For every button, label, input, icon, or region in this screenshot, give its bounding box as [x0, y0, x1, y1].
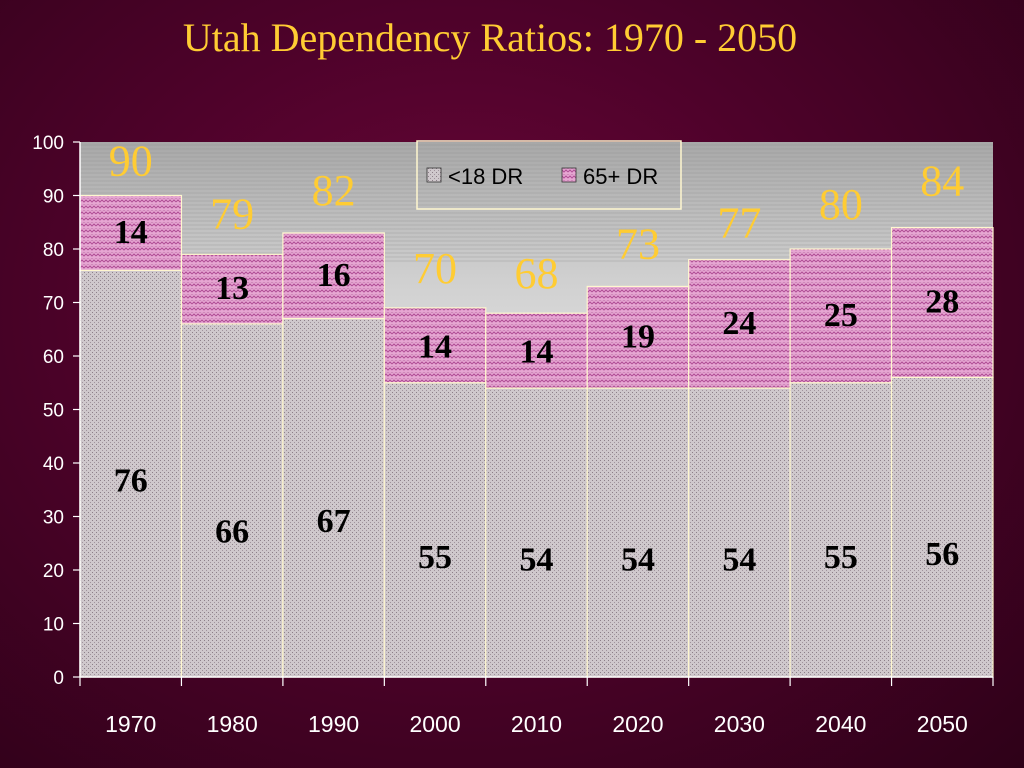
bar-under18-2010	[485, 387, 588, 678]
legend-label-over65: 65+ DR	[583, 164, 658, 189]
bar-over65-1980	[180, 253, 284, 325]
label-over65-2010: 14	[520, 334, 554, 371]
x-tick-label-2050: 2050	[917, 711, 968, 737]
bar-over65-1990	[282, 232, 385, 320]
total-label-2000: 70	[413, 244, 457, 293]
x-tick-label-2010: 2010	[511, 711, 562, 737]
total-label-1970: 90	[109, 137, 153, 186]
y-tick-label-50: 50	[43, 401, 64, 422]
y-tick-label-0: 0	[53, 668, 64, 689]
label-under18-2010: 54	[520, 542, 554, 579]
label-under18-2040: 55	[824, 539, 858, 576]
x-tick-label-1990: 1990	[308, 711, 359, 737]
total-label-2030: 77	[717, 199, 761, 248]
label-under18-2050: 56	[925, 536, 959, 573]
label-under18-1990: 67	[317, 503, 351, 540]
legend: <18 DR 65+ DR	[416, 140, 682, 210]
label-over65-2050: 28	[925, 284, 959, 321]
bar-under18-2050	[890, 376, 994, 678]
x-tick-label-1970: 1970	[105, 711, 156, 737]
legend-swatch-under18	[426, 167, 442, 183]
bar-under18-1980	[180, 323, 284, 678]
bar-over65-2030	[688, 259, 791, 389]
label-under18-2020: 54	[621, 542, 655, 579]
bar-over65-2050	[890, 227, 994, 379]
label-over65-2030: 24	[722, 305, 756, 342]
bar-over65-2010	[485, 312, 588, 389]
y-tick-label-10: 10	[43, 615, 64, 636]
legend-box	[416, 140, 682, 210]
total-labels-layer: 90 79 82 70 68 73 77 80 84	[109, 137, 965, 299]
label-under18-2030: 54	[722, 542, 756, 579]
x-tick-label-1980: 1980	[207, 711, 258, 737]
y-tick-label-40: 40	[43, 454, 64, 475]
bars-layer	[79, 194, 994, 678]
bar-under18-1990	[282, 317, 385, 678]
plot-area-stripes	[80, 142, 993, 262]
label-over65-2020: 19	[621, 318, 655, 355]
x-tick-label-2030: 2030	[714, 711, 765, 737]
total-label-2050: 84	[920, 157, 964, 206]
y-tick-label-80: 80	[43, 240, 64, 261]
x-tick-label-2040: 2040	[815, 711, 866, 737]
bar-under18-2020	[586, 387, 690, 678]
label-over65-1970: 14	[114, 214, 148, 251]
bar-over65-1970	[79, 194, 183, 272]
x-tick-label-2000: 2000	[409, 711, 460, 737]
x-tick-label-2020: 2020	[612, 711, 663, 737]
bar-under18-2040	[789, 382, 893, 678]
y-tick-label-20: 20	[43, 561, 64, 582]
label-over65-2000: 14	[418, 328, 452, 365]
segment-labels-layer: 76 14 66 13 67 16 55 14 54 14 54 19 54 24 55 25 56 28	[114, 214, 960, 579]
x-axis: 1970 1980 1990 2000 2010 2020 2030 2040 2050	[79, 677, 994, 737]
total-label-1980: 79	[210, 189, 254, 238]
y-tick-label-100: 100	[32, 133, 64, 154]
y-axis: 0 10 20 30 40 50 60 70 80 90 100	[32, 133, 80, 689]
total-label-2040: 80	[819, 180, 863, 229]
label-under18-1980: 66	[215, 513, 249, 550]
label-under18-1970: 76	[114, 463, 148, 500]
bar-over65-2040	[789, 248, 893, 384]
label-over65-1990: 16	[317, 257, 351, 294]
label-over65-1980: 13	[215, 270, 249, 307]
y-tick-label-60: 60	[43, 347, 64, 368]
bar-under18-2000	[383, 382, 487, 678]
legend-label-under18: <18 DR	[448, 164, 523, 189]
label-over65-2040: 25	[824, 297, 858, 334]
total-label-1990: 82	[312, 166, 356, 215]
total-label-2010: 68	[515, 249, 559, 298]
y-tick-label-70: 70	[43, 294, 64, 315]
bar-over65-2000	[383, 307, 487, 384]
bar-under18-2030	[688, 387, 791, 678]
legend-swatch-over65	[561, 167, 577, 183]
y-tick-label-90: 90	[43, 187, 64, 208]
y-tick-label-30: 30	[43, 508, 64, 529]
label-under18-2000: 55	[418, 539, 452, 576]
chart-title: Utah Dependency Ratios: 1970 - 2050	[182, 15, 798, 60]
total-label-2020: 73	[616, 219, 660, 268]
